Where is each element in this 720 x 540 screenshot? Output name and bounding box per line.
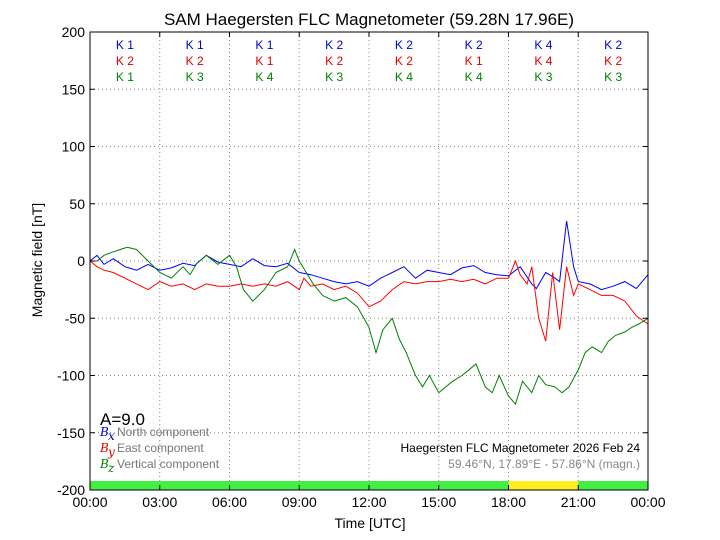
y-tick-label: -100 [57, 368, 85, 384]
series-line-north [89, 220, 649, 291]
k-index-east: K 2 [116, 54, 134, 68]
legend-label: North component [117, 425, 210, 439]
k-index-north: K 2 [325, 38, 343, 52]
k-index-east: K 2 [395, 54, 413, 68]
k-index-east: K 2 [325, 54, 343, 68]
k-index-vertical: K 3 [186, 70, 204, 84]
k-index-vertical: K 4 [465, 70, 483, 84]
k-index-east: K 2 [186, 54, 204, 68]
k-index-vertical: K 3 [325, 70, 343, 84]
legend-symbol: B [99, 457, 109, 471]
series-lines [89, 220, 649, 406]
axis-ticks: 00:00 03:00 06:00 09:00 12:00 15:00 18:00 21:00… [57, 24, 666, 510]
y-tick-label: -50 [65, 310, 85, 326]
legend-label: East component [117, 441, 204, 455]
legend-label: Vertical component [117, 457, 220, 471]
k-index-east: K 2 [604, 54, 622, 68]
activity-bar-segment [578, 481, 648, 490]
series-line-vertical [90, 246, 649, 406]
x-tick-label: 21:00 [561, 494, 596, 510]
y-tick-label: 50 [69, 196, 85, 212]
legend-subscript: y [107, 445, 115, 459]
footer-station-date: Haegersten FLC Magnetometer 2026 Feb 24 [401, 441, 641, 455]
legend-symbol: B [99, 441, 109, 455]
k-index-north: K 2 [465, 38, 483, 52]
legend-symbol: B [99, 425, 109, 439]
grid-lines [90, 32, 648, 490]
activity-bar-segment [508, 481, 579, 490]
y-tick-label: 100 [62, 139, 86, 155]
legend-subscript: z [107, 461, 115, 475]
k-index-vertical: K 3 [534, 70, 552, 84]
y-tick-label: -200 [57, 482, 85, 498]
x-tick-label: 00:00 [72, 494, 107, 510]
k-index-north: K 1 [186, 38, 204, 52]
y-tick-label: -150 [57, 425, 85, 441]
k-index-vertical: K 4 [255, 70, 273, 84]
chart-title: SAM Haegersten FLC Magnetometer (59.28N … [164, 10, 574, 29]
legend-subscript: x [108, 429, 115, 443]
k-index-vertical: K 4 [395, 70, 413, 84]
x-tick-label: 06:00 [212, 494, 247, 510]
x-tick-label: 15:00 [421, 494, 456, 510]
k-index-table: K 1 K 1 K 1 K 2 K 2 K 2 K 4 K 2 K 2 K 2 K 1 K 2 K 2 K… [116, 38, 623, 84]
y-tick-label: 200 [62, 24, 86, 40]
k-index-north: K 1 [255, 38, 273, 52]
y-tick-label: 150 [62, 81, 86, 97]
x-tick-label: 03:00 [142, 494, 177, 510]
k-index-north: K 2 [604, 38, 622, 52]
y-axis-label: Magnetic field [nT] [29, 203, 45, 317]
k-index-north: K 1 [116, 38, 134, 52]
k-index-east: K 4 [534, 54, 552, 68]
k-index-east: K 1 [255, 54, 273, 68]
x-tick-label: 00:00 [630, 494, 665, 510]
k-index-east: K 1 [465, 54, 483, 68]
x-tick-label: 09:00 [282, 494, 317, 510]
x-axis-label: Time [UTC] [334, 515, 405, 531]
k-index-north: K 4 [534, 38, 552, 52]
k-index-north: K 2 [395, 38, 413, 52]
k-index-vertical: K 1 [116, 70, 134, 84]
footer-coordinates: 59.46°N, 17.89°E - 57.86°N (magn.) [448, 457, 640, 471]
a-index: A=9.0 [100, 410, 145, 429]
series-line-east [89, 259, 649, 342]
k-index-vertical: K 3 [604, 70, 622, 84]
y-tick-label: 0 [77, 253, 85, 269]
x-tick-label: 18:00 [491, 494, 526, 510]
x-tick-label: 12:00 [351, 494, 386, 510]
